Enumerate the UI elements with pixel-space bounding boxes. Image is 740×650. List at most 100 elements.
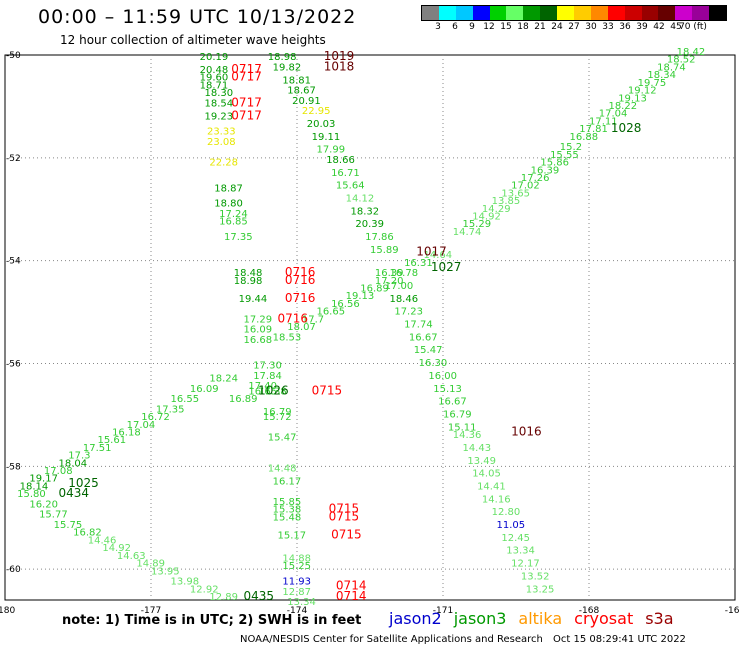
legend-swatch <box>540 6 558 20</box>
wave-height-label: 17.24 <box>219 209 248 220</box>
wave-height-label: 17.02 <box>511 181 540 192</box>
wave-height-label: 18.42 <box>677 47 706 58</box>
legend-swatch <box>523 6 541 20</box>
legend-label: 39 <box>636 22 648 32</box>
wave-height-label: 17.81 <box>579 124 608 135</box>
wave-height-label: 17.30 <box>253 361 282 372</box>
wave-height-label: 16.31 <box>404 258 433 269</box>
generation-timestamp: Oct 15 08:29:41 UTC 2022 <box>553 634 686 645</box>
wave-height-label: 16.65 <box>316 307 345 318</box>
wave-height-label: 14.43 <box>462 443 491 454</box>
wave-height-label: 22.28 <box>209 158 238 169</box>
wave-height-label: 14.05 <box>472 469 501 480</box>
wave-height-label: 14.74 <box>453 227 482 238</box>
wave-height-label: 18.30 <box>205 88 234 99</box>
wave-height-label: 18.52 <box>667 55 696 66</box>
wave-height-label: 19.82 <box>273 62 302 73</box>
wave-height-label: 19.75 <box>638 78 667 89</box>
pass-time-label: 1019 <box>324 49 355 63</box>
wave-height-label: 16.89 <box>229 394 258 405</box>
wave-height-label: 17.74 <box>404 320 433 331</box>
mission-label-altika: altika <box>518 609 563 628</box>
wave-height-label: 12.89 <box>209 592 238 603</box>
wave-height-label: 13.34 <box>506 546 535 557</box>
wave-height-label: 17.35 <box>156 404 185 415</box>
pass-time-label: 1028 <box>611 121 642 135</box>
legend-label: 15 <box>500 22 512 32</box>
legend-swatch <box>438 6 456 20</box>
wave-height-label: 14.89 <box>136 559 165 570</box>
pass-time-label: 0717 <box>231 62 262 76</box>
wave-height-label: 16.75 <box>248 386 277 397</box>
mission-legend: jason2 jason3 altika cryosat s3a <box>389 609 686 628</box>
wave-height-label: 17.00 <box>385 281 414 292</box>
wave-height-label: 18.66 <box>326 155 355 166</box>
wave-height-label: 16.18 <box>112 427 141 438</box>
legend-label: 33 <box>602 22 614 32</box>
pass-time-label: 0714 <box>336 589 367 603</box>
wave-height-label: 17.35 <box>224 232 253 243</box>
wave-height-label: 11.93 <box>282 577 311 588</box>
wave-height-label: 13.95 <box>151 566 180 577</box>
wave-height-label: 16.67 <box>409 332 438 343</box>
wave-height-label: 16.82 <box>73 528 102 539</box>
wave-height-label: 15.86 <box>540 158 569 169</box>
mission-label-cryosat: cryosat <box>574 609 634 628</box>
wave-height-label: 23.08 <box>207 137 236 148</box>
wave-height-label: 19.13 <box>346 291 375 302</box>
wave-height-label: 16.17 <box>273 476 302 487</box>
pass-time-label: 1017 <box>416 245 447 259</box>
wave-height-label: 15.75 <box>54 520 83 531</box>
wave-height-label: 14.92 <box>472 212 501 223</box>
wave-height-label: 12.45 <box>501 533 530 544</box>
wave-height-label: 15.72 <box>263 412 292 423</box>
wave-height-label: 19.44 <box>239 294 268 305</box>
wave-height-label: 16.89 <box>360 284 389 295</box>
latitude-tick-label: -56 <box>6 359 21 369</box>
map-grid <box>4 54 736 601</box>
wave-height-label: 12.87 <box>282 587 311 598</box>
wave-height-label: 14.29 <box>482 204 511 215</box>
wave-height-label: 17.86 <box>365 232 394 243</box>
wave-height-label: 14.16 <box>482 494 511 505</box>
legend-label: 27 <box>568 22 580 32</box>
wave-height-label: 14.41 <box>477 481 506 492</box>
wave-height-label: 15.11 <box>448 422 477 433</box>
latitude-tick-label: -58 <box>6 462 21 472</box>
wave-height-label: 18.54 <box>205 98 234 109</box>
footer-note: note: 1) Time is in UTC; 2) SWH is in fe… <box>62 613 362 628</box>
wave-height-label: 16.39 <box>531 165 560 176</box>
legend-label: 6 <box>452 22 458 32</box>
wave-height-label: 14.64 <box>424 250 453 261</box>
wave-height-label: 18.98 <box>234 276 263 287</box>
wave-height-label: 18.32 <box>351 206 380 217</box>
wave-height-label: 16.38 <box>258 386 287 397</box>
wave-height-label: 18.71 <box>200 80 229 91</box>
legend-swatch <box>607 6 625 20</box>
legend-label: 12 <box>483 22 495 32</box>
wave-height-label: 16.72 <box>141 412 170 423</box>
axis-tick-labels: -180 -177 -174 -171 -168 -165 -50 -52 -54 -56 -58 -… <box>0 51 740 616</box>
map-subtitle: 12 hour collection of altimeter wave hei… <box>60 33 326 47</box>
wave-height-label: 16.56 <box>331 299 360 310</box>
wave-height-label: 20.19 <box>200 52 229 63</box>
wave-height-label: 13.49 <box>467 456 496 467</box>
pass-time-label: 1018 <box>324 59 355 73</box>
wave-height-label: 18.46 <box>389 294 418 305</box>
wave-height-label: 15.13 <box>433 384 462 395</box>
wave-height-label: 18.07 <box>287 322 316 333</box>
wave-height-label: 20.39 <box>355 219 384 230</box>
wave-height-label: 19.23 <box>205 111 234 122</box>
pass-time-label: 1016 <box>511 424 542 438</box>
wave-height-label: 16.00 <box>428 371 457 382</box>
color-scale-legend <box>421 5 727 21</box>
wave-height-label: 12.92 <box>190 584 219 595</box>
pass-time-label: 1027 <box>431 260 462 274</box>
wave-height-label: 15.29 <box>462 219 491 230</box>
wave-height-label: 18.04 <box>59 458 88 469</box>
wave-height-label: 16.78 <box>389 268 418 279</box>
wave-height-label: 20.03 <box>307 119 336 130</box>
wave-height-label: 14.92 <box>102 543 131 554</box>
legend-label: 70 (ft) <box>679 22 707 32</box>
